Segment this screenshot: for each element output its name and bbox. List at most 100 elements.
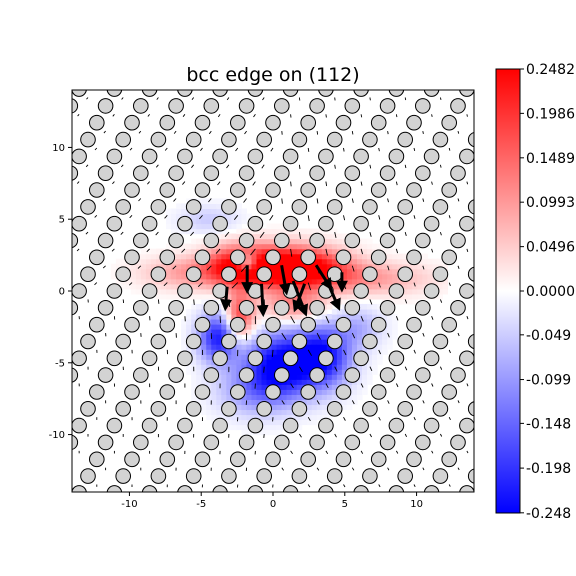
atom	[72, 232, 79, 249]
atom	[212, 417, 228, 434]
heat-cell	[286, 339, 293, 345]
atom	[441, 316, 458, 333]
atom	[467, 401, 474, 417]
heat-cell	[382, 268, 388, 275]
atom	[450, 232, 466, 249]
heat-cell	[346, 248, 353, 255]
atom	[238, 232, 255, 249]
heat-cell	[216, 268, 222, 275]
heat-cell	[281, 313, 288, 320]
heat-cell	[276, 263, 283, 270]
atom	[318, 215, 334, 232]
heat-cell	[422, 293, 428, 300]
heat-cell	[402, 288, 408, 295]
heat-cell	[336, 374, 343, 380]
heat-cell	[226, 394, 232, 400]
heat-cell	[236, 223, 243, 230]
heat-cell	[367, 308, 373, 315]
heat-cell	[206, 359, 212, 365]
heat-cell	[281, 409, 288, 416]
heat-cell	[256, 243, 263, 250]
heat-cell	[367, 369, 373, 375]
heat-cell	[271, 414, 278, 421]
heat-cell	[316, 293, 323, 300]
heat-cell	[326, 258, 333, 265]
atom	[370, 451, 387, 468]
heat-cell	[437, 258, 444, 265]
atom	[168, 98, 184, 114]
heat-cell	[351, 273, 358, 280]
atom	[370, 316, 387, 333]
heat-cell	[331, 288, 338, 295]
heat-cell	[211, 293, 217, 300]
heat-cell	[236, 414, 243, 421]
heat-cell	[201, 203, 207, 210]
heat-cell	[241, 263, 248, 270]
quiver-arrow	[493, 199, 494, 202]
atom	[212, 90, 228, 97]
atom	[441, 249, 458, 266]
atom	[326, 266, 343, 283]
heat-cell	[206, 334, 212, 340]
heat-cell	[216, 238, 222, 245]
heat-cell	[191, 283, 197, 290]
heat-cell	[196, 263, 202, 270]
atom	[168, 232, 184, 249]
chart-title: bcc edge on (112)	[186, 64, 360, 86]
quiver-arrow	[431, 383, 434, 387]
atom	[221, 266, 237, 283]
quiver-arrow	[307, 215, 310, 222]
atom	[45, 402, 60, 417]
heat-cell	[321, 334, 328, 340]
heat-cell	[211, 313, 217, 320]
heat-cell	[171, 218, 177, 225]
heat-cell	[367, 324, 373, 330]
quiver-arrow	[146, 248, 150, 253]
heat-cell	[181, 324, 187, 330]
displacement-quiver	[76, 97, 574, 488]
heat-cell	[221, 329, 227, 335]
heat-cell	[377, 339, 383, 345]
heat-cell	[392, 313, 398, 320]
atom	[203, 300, 220, 316]
heat-cell	[321, 233, 328, 240]
heat-cell	[130, 263, 137, 270]
heat-cell	[356, 334, 363, 340]
heat-cell	[301, 374, 308, 380]
heat-cell	[211, 253, 217, 260]
quiver-arrow	[546, 232, 547, 234]
heat-cell	[135, 278, 142, 285]
heat-cell	[221, 384, 227, 390]
heat-cell	[281, 263, 288, 270]
atom	[441, 182, 458, 198]
quiver-arrow	[94, 282, 98, 286]
heat-cell	[306, 414, 313, 421]
heat-cell	[236, 233, 243, 240]
heat-cell	[251, 379, 258, 385]
heat-cell	[206, 384, 212, 390]
quiver-arrow	[395, 383, 399, 388]
atom	[521, 301, 536, 316]
atom	[442, 48, 457, 63]
x-axis: -10 -5 0 5 10	[121, 492, 423, 510]
heat-cell	[402, 283, 408, 290]
heat-cell	[311, 339, 318, 345]
heat-cell	[226, 384, 232, 390]
quiver-arrow	[573, 384, 574, 386]
heat-cell	[326, 364, 333, 370]
heat-cell	[331, 389, 338, 395]
heat-cell	[256, 394, 263, 400]
atom	[477, 250, 492, 265]
heat-cell	[382, 273, 388, 280]
heat-cell	[311, 228, 318, 235]
heat-cell	[392, 268, 398, 275]
heat-cell	[341, 298, 348, 305]
heat-cell	[186, 243, 192, 250]
atom	[89, 384, 105, 400]
heat-cell	[181, 263, 187, 270]
atom	[54, 48, 69, 63]
quiver-arrow	[404, 433, 408, 438]
heat-cell	[221, 324, 227, 330]
heat-cell	[211, 334, 217, 340]
heat-cell	[367, 238, 373, 245]
